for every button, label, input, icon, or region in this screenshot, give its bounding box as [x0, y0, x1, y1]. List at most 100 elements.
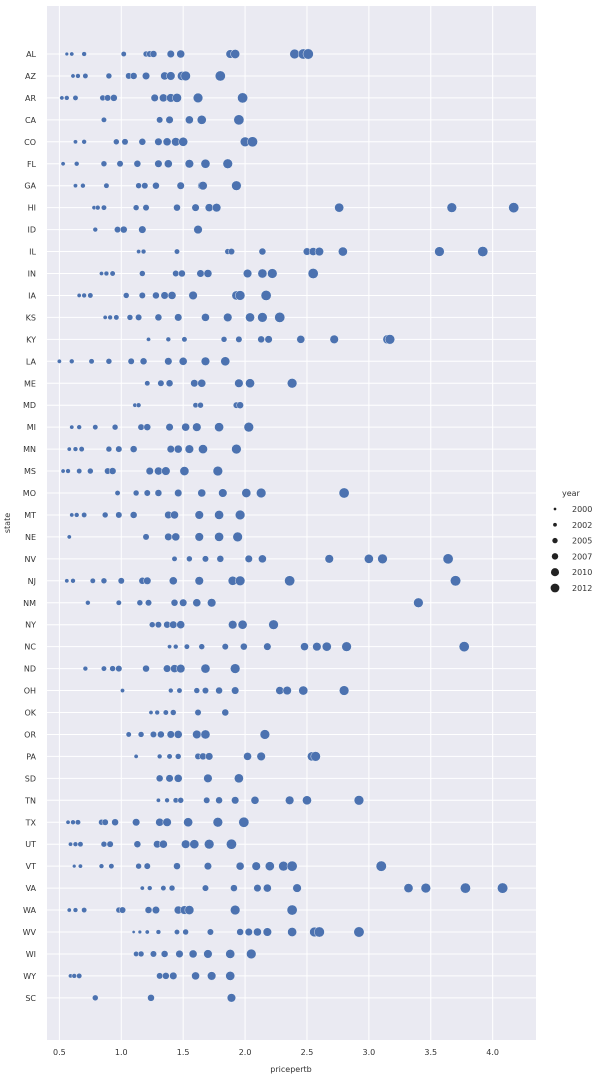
data-point	[81, 907, 88, 913]
data-point	[180, 70, 191, 81]
data-point	[296, 335, 306, 344]
data-point	[72, 841, 79, 847]
data-point	[60, 161, 66, 167]
data-point	[245, 378, 255, 389]
data-point	[126, 314, 134, 321]
data-point	[174, 929, 180, 935]
data-point	[220, 336, 228, 343]
data-point	[151, 906, 160, 915]
data-point	[223, 312, 233, 322]
data-point	[70, 819, 76, 825]
data-point	[132, 489, 140, 497]
data-point	[166, 50, 175, 58]
data-point	[174, 248, 180, 255]
data-point	[338, 246, 348, 257]
data-point	[111, 423, 119, 431]
data-point	[282, 686, 292, 696]
data-point	[175, 949, 184, 958]
y-tick-label: ND	[24, 665, 36, 674]
data-point	[163, 664, 172, 673]
y-tick-label: OK	[24, 709, 36, 718]
data-point	[164, 532, 173, 541]
data-point	[171, 555, 178, 562]
data-point	[243, 269, 253, 279]
data-point	[178, 269, 186, 278]
data-point	[292, 883, 302, 893]
data-point	[194, 576, 204, 586]
data-point	[176, 181, 185, 190]
data-point	[194, 709, 202, 716]
data-point	[152, 291, 160, 300]
data-point	[215, 686, 223, 695]
data-point	[198, 444, 208, 454]
data-point	[314, 247, 324, 257]
data-point	[176, 664, 186, 674]
data-point	[69, 358, 75, 364]
data-point	[212, 466, 223, 477]
data-point	[203, 862, 212, 871]
data-point	[193, 225, 203, 235]
data-point	[260, 290, 272, 301]
x-axis-title: pricepertb	[270, 1065, 311, 1074]
data-point	[147, 885, 153, 891]
y-tick-label: AL	[26, 50, 36, 59]
data-point	[231, 686, 240, 695]
data-point	[172, 270, 180, 277]
data-point	[64, 95, 70, 101]
data-point	[214, 510, 224, 520]
data-point	[138, 138, 147, 146]
y-tick-label: AR	[25, 94, 36, 103]
data-point	[307, 268, 319, 279]
data-point	[157, 379, 165, 387]
data-point	[164, 159, 173, 168]
legend-label: 2012	[572, 584, 592, 593]
y-tick-label: VA	[26, 884, 37, 893]
data-point	[57, 358, 62, 364]
y-tick-label: NJ	[28, 577, 36, 586]
data-point	[174, 489, 183, 497]
data-point	[136, 599, 143, 606]
data-point	[329, 334, 339, 344]
y-tick-label: UT	[25, 840, 36, 849]
data-point	[174, 313, 183, 322]
y-tick-label: PA	[26, 752, 36, 761]
y-tick-label: MT	[24, 511, 36, 520]
data-point	[113, 138, 120, 145]
data-point	[142, 533, 150, 541]
data-point	[256, 751, 266, 761]
data-point	[267, 268, 278, 279]
data-point	[139, 885, 145, 891]
data-point	[413, 597, 424, 608]
data-point	[230, 663, 241, 674]
data-point	[101, 204, 107, 211]
data-point	[72, 907, 79, 913]
data-point	[201, 313, 210, 322]
data-point	[137, 950, 145, 958]
data-point	[166, 753, 173, 760]
data-point	[237, 92, 248, 104]
data-point	[198, 643, 205, 650]
data-point	[183, 817, 193, 828]
data-point	[142, 204, 150, 212]
data-point	[458, 641, 470, 652]
data-point	[101, 665, 107, 672]
data-point	[137, 731, 145, 738]
data-point	[68, 841, 73, 847]
x-tick-label: 2.5	[301, 1048, 314, 1057]
y-tick-label: IA	[28, 291, 36, 300]
y-tick-label: NM	[23, 599, 36, 608]
data-point	[300, 642, 309, 651]
data-point	[119, 906, 126, 914]
y-tick-label: SC	[25, 994, 36, 1003]
data-point	[234, 773, 244, 784]
data-point	[339, 685, 350, 696]
data-point	[274, 312, 286, 323]
data-point	[77, 841, 84, 848]
data-point	[106, 840, 114, 848]
data-point	[98, 863, 105, 869]
data-point	[165, 379, 174, 387]
data-point	[222, 158, 233, 169]
data-point	[231, 444, 242, 455]
data-point	[136, 249, 141, 254]
legend-marker	[553, 507, 557, 511]
